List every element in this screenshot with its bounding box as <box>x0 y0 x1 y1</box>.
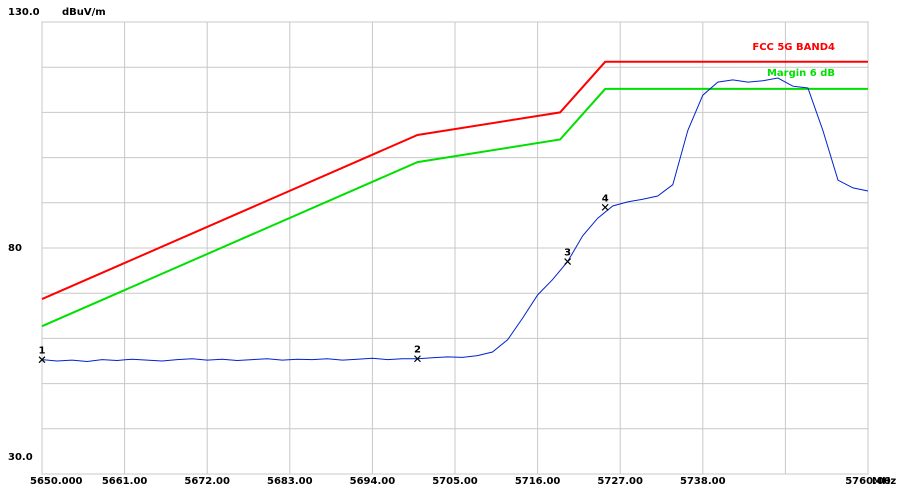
x-tick-label: 5705.00 <box>432 476 478 487</box>
legend-label: FCC 5G BAND4 <box>752 42 835 53</box>
y-tick-label: 30.0 <box>8 452 33 463</box>
marker-label: 1 <box>39 346 46 357</box>
y-unit: dBuV/m <box>62 7 106 18</box>
y-tick-label: 80 <box>8 243 22 254</box>
y-tick-label: 130.0 <box>8 7 40 18</box>
marker <box>601 203 609 211</box>
series-line <box>41 77 869 363</box>
series-line <box>41 87 868 328</box>
x-tick-label: 5672.00 <box>184 476 230 487</box>
marker <box>38 356 46 364</box>
marker-label: 3 <box>564 248 571 259</box>
x-tick-label: 5716.00 <box>515 476 561 487</box>
x-tick-label: 5760.00 <box>845 476 891 487</box>
x-tick-label: 5650.000 <box>30 476 83 487</box>
series-line <box>41 60 868 301</box>
marker <box>564 258 572 265</box>
x-tick-label: 5661.00 <box>102 476 148 487</box>
marker-label: 2 <box>414 345 421 356</box>
x-tick-label: 5727.00 <box>597 476 643 487</box>
marker-label: 4 <box>602 193 609 204</box>
x-tick-label: 5738.00 <box>680 476 726 487</box>
x-tick-label: 5683.00 <box>267 476 313 487</box>
x-unit: MHz <box>872 476 896 487</box>
x-tick-label: 5694.00 <box>350 476 396 487</box>
marker <box>414 355 421 363</box>
legend-label: Margin 6 dB <box>767 68 835 79</box>
